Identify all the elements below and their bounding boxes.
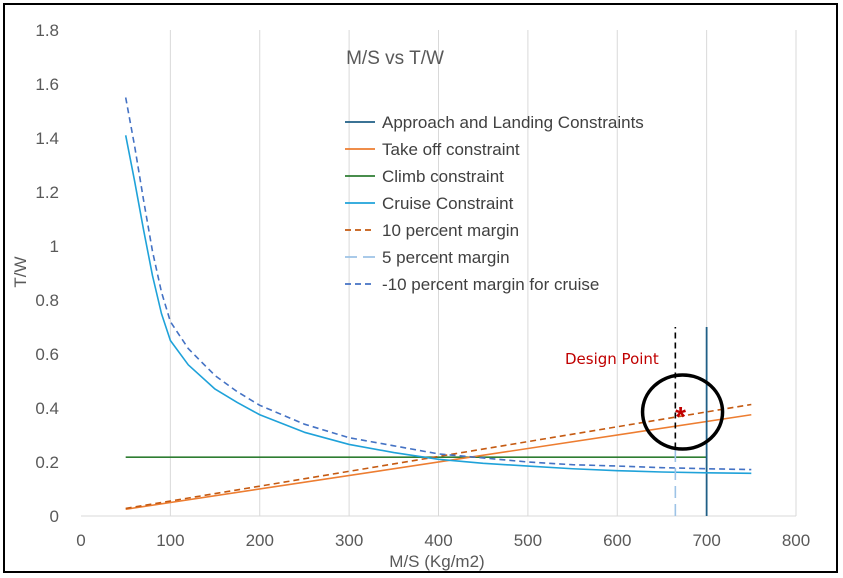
y-tick-label: 0 <box>50 507 59 526</box>
y-tick-label: 1.6 <box>35 75 59 94</box>
y-tick-label: 0.6 <box>35 345 59 364</box>
x-tick-label: 500 <box>514 531 542 550</box>
y-tick-label: 1 <box>50 237 59 256</box>
legend-label-6: -10 percent margin for cruise <box>382 275 599 294</box>
x-axis-title: M/S (Kg/m2) <box>389 552 484 571</box>
design-point-circle <box>640 373 725 451</box>
y-tick-label: 0.4 <box>35 399 59 418</box>
y-tick-label: 1.4 <box>35 129 59 148</box>
x-tick-label: 800 <box>782 531 810 550</box>
y-tick-label: 1.8 <box>35 21 59 40</box>
axis-ticks: 0 100 200 300 400 500 600 700 800 0 0.2 0.4 0.6 0.8 1 1… <box>35 21 810 550</box>
x-tick-label: 600 <box>603 531 631 550</box>
legend-label-4: 10 percent margin <box>382 221 519 240</box>
x-tick-label: 700 <box>692 531 720 550</box>
x-tick-label: 0 <box>76 531 85 550</box>
legend-label-5: 5 percent margin <box>382 248 510 267</box>
series-line-4 <box>125 403 752 510</box>
design-point-label: Design Point <box>565 350 659 368</box>
design-point-marker: * <box>675 401 686 432</box>
legend-label-2: Climb constraint <box>382 167 504 186</box>
x-tick-label: 300 <box>335 531 363 550</box>
series-line-6 <box>124 97 752 471</box>
x-tick-label: 400 <box>424 531 452 550</box>
legend-label-0: Approach and Landing Constraints <box>382 113 644 132</box>
x-tick-label: 200 <box>246 531 274 550</box>
chart-title: M/S vs T/W <box>346 48 444 69</box>
legend-label-3: Cruise Constraint <box>382 194 514 213</box>
series-line-3 <box>124 135 752 475</box>
chart-frame <box>3 3 838 573</box>
y-axis-title: T/W <box>11 256 30 287</box>
legend-label-1: Take off constraint <box>382 140 520 159</box>
x-tick-label: 100 <box>156 531 184 550</box>
legend: Approach and Landing Constraints Take off… <box>345 113 644 294</box>
annotation-layer: * Design Point <box>565 350 725 451</box>
y-tick-label: 1.2 <box>35 183 59 202</box>
y-tick-label: 0.2 <box>35 453 59 472</box>
y-tick-label: 0.8 <box>35 291 59 310</box>
